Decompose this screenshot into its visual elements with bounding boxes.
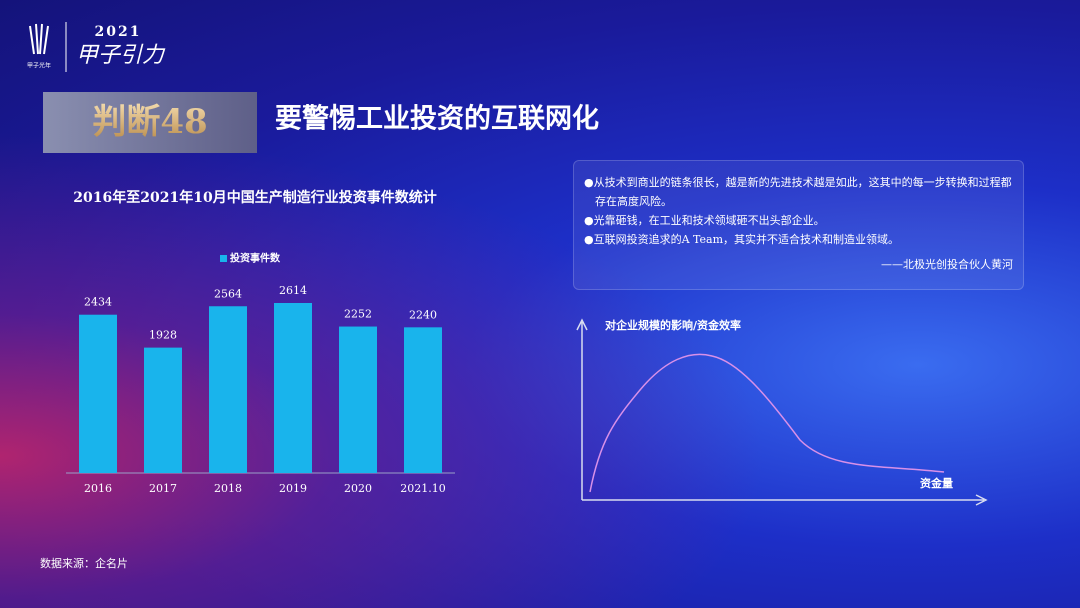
chart-title: 2016年至2021年10月中国生产制造行业投资事件数统计 (73, 189, 436, 206)
x-axis-label: 资金量 (920, 476, 953, 490)
tag-box (43, 92, 257, 153)
curve (589, 353, 945, 493)
bar (404, 327, 442, 473)
quote-point: ●从技术到商业的链条很长，越是新的先进技术越是如此，这其中的每一步转换和过程都存… (584, 176, 1012, 208)
legend-label: 投资事件数 (230, 252, 281, 265)
quote-point: ●光靠砸钱，在工业和技术领域砸不出头部企业。 (584, 214, 825, 227)
value-label: 2434 (84, 296, 112, 309)
logo-year: 2021 (95, 24, 142, 40)
quote-author: ——北极光创投合伙人黄河 (881, 258, 1013, 271)
bar (144, 347, 182, 473)
bar (274, 303, 312, 473)
value-label: 2564 (214, 287, 242, 300)
tag: 判断48 (92, 102, 207, 142)
logo (29, 22, 67, 72)
x-tick-label: 2017 (149, 482, 177, 495)
value-label: 2614 (279, 284, 307, 297)
y-axis-label: 对企业规模的影响/资金效率 (605, 318, 741, 332)
value-label: 2252 (344, 308, 372, 321)
diagram (576, 318, 988, 506)
x-tick-label: 2018 (214, 482, 242, 495)
legend-swatch (220, 255, 227, 262)
logo-event: 甲子引力 (76, 43, 166, 68)
page-title: 要警惕工业投资的互联网化 (275, 103, 599, 135)
value-label: 1928 (149, 329, 177, 342)
value-label: 2240 (409, 308, 437, 321)
quote-box: ●从技术到商业的链条很长，越是新的先进技术越是如此，这其中的每一步转换和过程都存… (573, 160, 1024, 290)
quote-point: ●互联网投资追求的A Team，其实并不适合技术和制造业领域。 (584, 233, 900, 246)
x-tick-label: 2019 (279, 482, 307, 495)
bar (339, 326, 377, 473)
bar (209, 306, 247, 473)
source: 数据来源：企名片 (40, 556, 128, 570)
logo-brand: 甲子光年 (27, 62, 51, 70)
bar (79, 314, 117, 473)
x-tick-label: 2021.10 (400, 482, 446, 495)
x-tick-label: 2020 (344, 482, 372, 495)
x-tick-label: 2016 (84, 482, 112, 495)
